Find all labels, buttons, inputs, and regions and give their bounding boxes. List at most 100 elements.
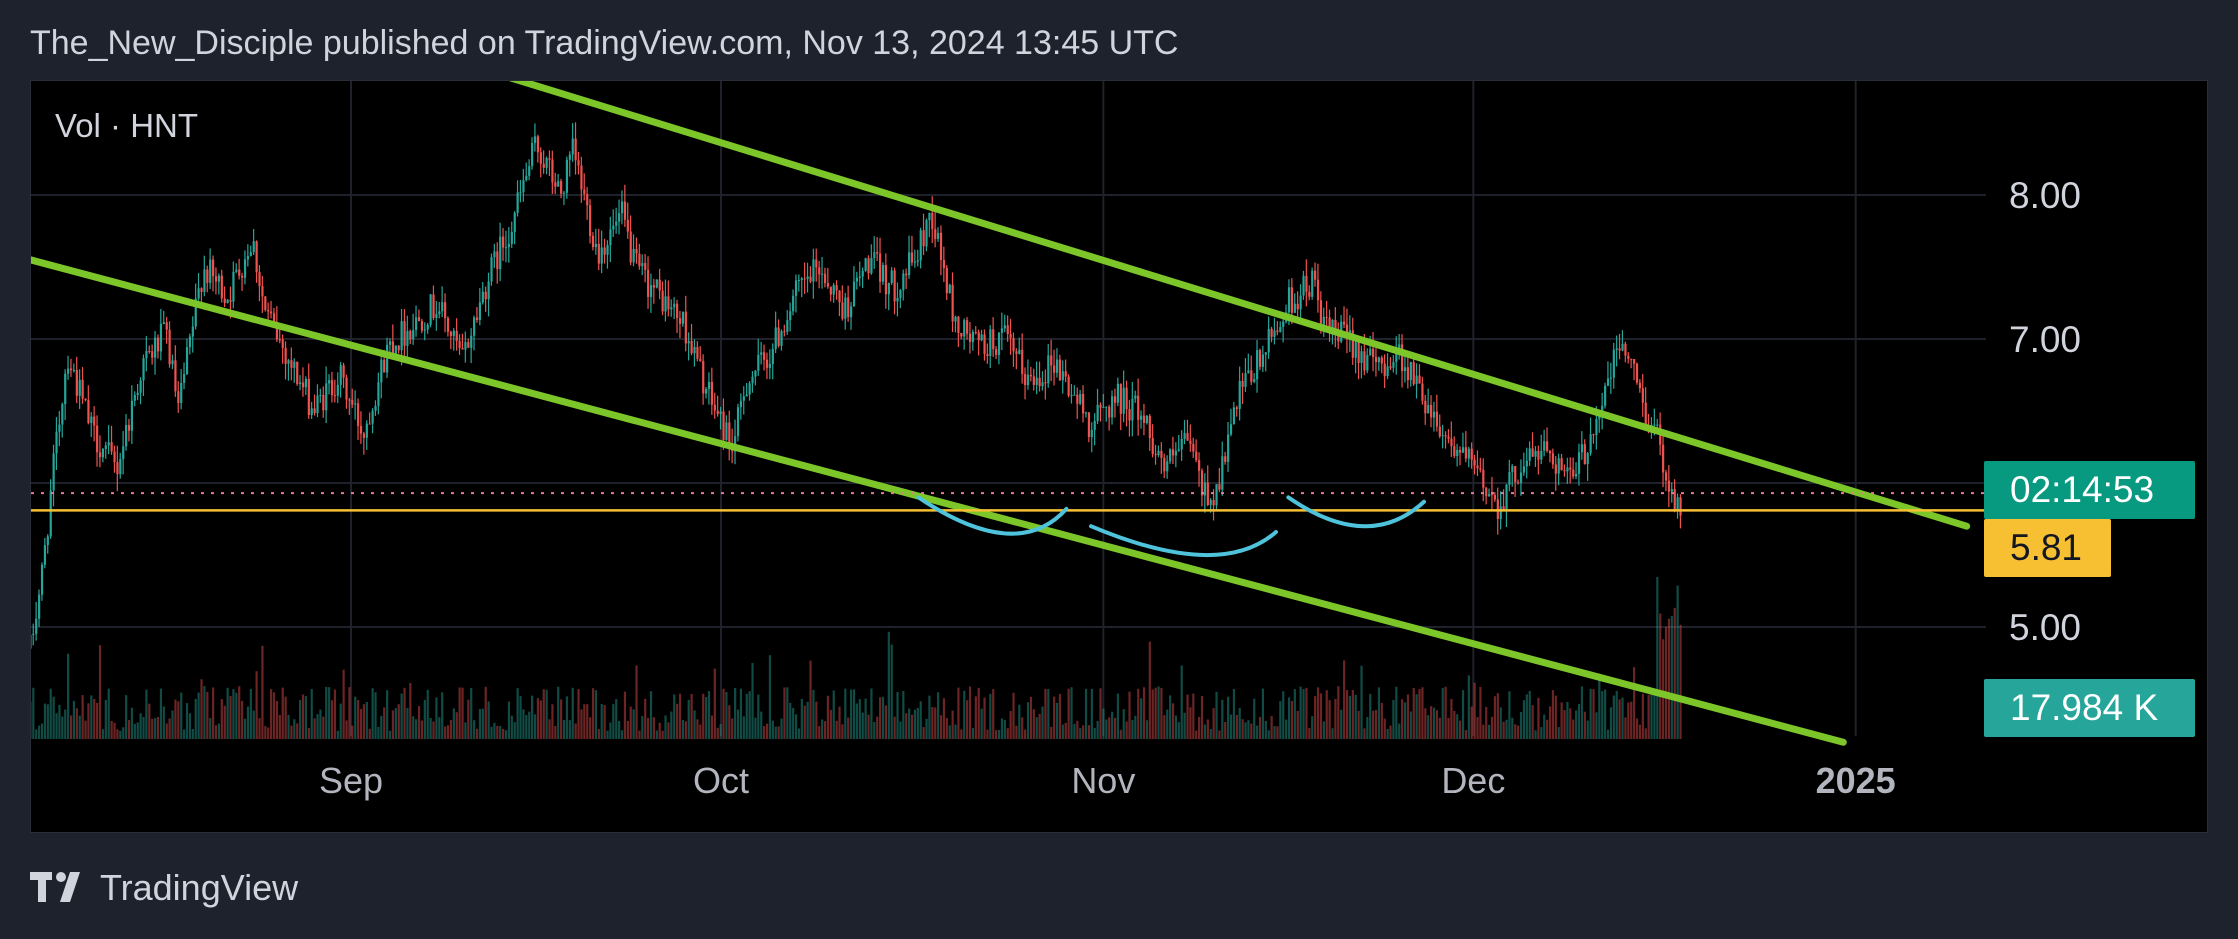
volume-bar bbox=[374, 692, 377, 739]
candle-body bbox=[586, 193, 589, 206]
candle-body bbox=[551, 159, 554, 183]
volume-bar bbox=[423, 699, 426, 739]
candle-body bbox=[667, 296, 670, 310]
volume-bar bbox=[736, 709, 740, 739]
volume-bar bbox=[1493, 696, 1497, 739]
candle-body bbox=[983, 334, 986, 354]
candle-body bbox=[995, 349, 998, 355]
candle-body bbox=[299, 382, 302, 385]
volume-bar bbox=[760, 711, 763, 739]
volume-bar bbox=[800, 698, 803, 739]
volume-bar bbox=[371, 688, 374, 739]
x-tick-label: Oct bbox=[693, 760, 749, 801]
volume-bar bbox=[1134, 715, 1137, 739]
volume-bar bbox=[844, 688, 847, 739]
volume-bar bbox=[1183, 712, 1186, 739]
volume-bar bbox=[536, 698, 540, 739]
candle-body bbox=[992, 329, 995, 350]
candle-body bbox=[255, 241, 258, 273]
volume-bar bbox=[983, 697, 986, 739]
volume-bar bbox=[1334, 698, 1337, 739]
publish-attribution: The_New_Disciple published on TradingVie… bbox=[30, 24, 1179, 62]
candle-body bbox=[1459, 449, 1462, 453]
volume-bar bbox=[835, 720, 838, 739]
candle-body bbox=[64, 373, 67, 405]
candle-body bbox=[1287, 287, 1291, 313]
candle-body bbox=[1351, 330, 1354, 358]
price-chart[interactable]: Sep Oct Nov Dec 2025 8.00 7.00 5.00 bbox=[31, 81, 2207, 832]
volume-bar bbox=[226, 687, 229, 739]
volume-bar bbox=[873, 721, 876, 739]
candle-body bbox=[1560, 458, 1563, 471]
volume-bar bbox=[1003, 719, 1006, 739]
volume-bar bbox=[586, 704, 589, 739]
candle-body bbox=[339, 365, 342, 385]
volume-bar bbox=[1453, 710, 1456, 739]
volume-bar bbox=[1517, 725, 1520, 739]
volume-bar bbox=[989, 693, 992, 739]
candle-body bbox=[1258, 350, 1262, 367]
volume-bar bbox=[1659, 613, 1662, 739]
candle-body bbox=[1528, 448, 1531, 461]
candle-body bbox=[243, 259, 247, 278]
candle-body bbox=[235, 269, 238, 272]
volume-bar bbox=[272, 692, 276, 739]
candle-body bbox=[1293, 303, 1296, 313]
candle-body bbox=[380, 359, 383, 383]
candle-body bbox=[960, 332, 963, 337]
volume-bar bbox=[35, 729, 38, 739]
volume-bar bbox=[1038, 713, 1041, 739]
candle-body bbox=[684, 311, 687, 344]
volume-bar bbox=[1633, 667, 1636, 739]
volume-bar bbox=[661, 730, 664, 739]
candle-body bbox=[513, 212, 516, 232]
volume-bar bbox=[1340, 709, 1343, 739]
volume-bar bbox=[1415, 694, 1418, 739]
volume-bar bbox=[719, 724, 722, 739]
volume-bar bbox=[910, 714, 914, 739]
volume-bar bbox=[1386, 728, 1389, 739]
candle-body bbox=[183, 374, 186, 383]
candle-body bbox=[1450, 438, 1453, 447]
volume-bar bbox=[623, 691, 627, 739]
volume-bar bbox=[38, 725, 41, 739]
volume-bar bbox=[307, 728, 310, 739]
volume-bar bbox=[1290, 700, 1294, 739]
chart-panel[interactable]: Sep Oct Nov Dec 2025 8.00 7.00 5.00 Vol · HNT 0… bbox=[30, 80, 2208, 833]
rounding-bottom-arc bbox=[916, 495, 1069, 536]
volume-bar bbox=[641, 716, 644, 739]
candle-body bbox=[1479, 468, 1482, 470]
candle-body bbox=[864, 258, 867, 271]
volume-bar bbox=[1186, 694, 1189, 739]
volume-bar bbox=[1029, 696, 1033, 739]
volume-bar bbox=[960, 729, 963, 739]
candle-body bbox=[478, 302, 482, 321]
candle-body bbox=[516, 192, 519, 213]
volume-bar bbox=[574, 723, 577, 739]
candle-body bbox=[1360, 351, 1363, 363]
candle-body bbox=[415, 317, 418, 330]
volume-bar bbox=[710, 715, 714, 739]
axes: Sep Oct Nov Dec 2025 8.00 7.00 5.00 bbox=[319, 175, 2081, 801]
candle-body bbox=[768, 363, 772, 368]
candle-body bbox=[49, 490, 52, 537]
volume-bar bbox=[93, 698, 96, 739]
candle-body bbox=[1664, 472, 1668, 481]
candle-body bbox=[1418, 375, 1421, 384]
volume-bar bbox=[1079, 728, 1082, 739]
lower-channel-line bbox=[31, 256, 1847, 746]
candle-body bbox=[1499, 506, 1502, 519]
candle-body bbox=[101, 448, 105, 458]
candle-body bbox=[867, 258, 870, 274]
volume-bar bbox=[896, 692, 899, 739]
candle-body bbox=[145, 350, 148, 359]
candle-body bbox=[177, 391, 180, 403]
rounding-bottom-arc bbox=[1286, 495, 1426, 529]
candle-body bbox=[1111, 396, 1114, 418]
volume-bar bbox=[1267, 730, 1270, 739]
candle-body bbox=[1638, 382, 1642, 389]
candle-body bbox=[1401, 344, 1404, 372]
candle-body bbox=[241, 275, 244, 278]
volume-bar bbox=[826, 695, 830, 739]
footer-brand[interactable]: TradingView bbox=[30, 866, 298, 910]
